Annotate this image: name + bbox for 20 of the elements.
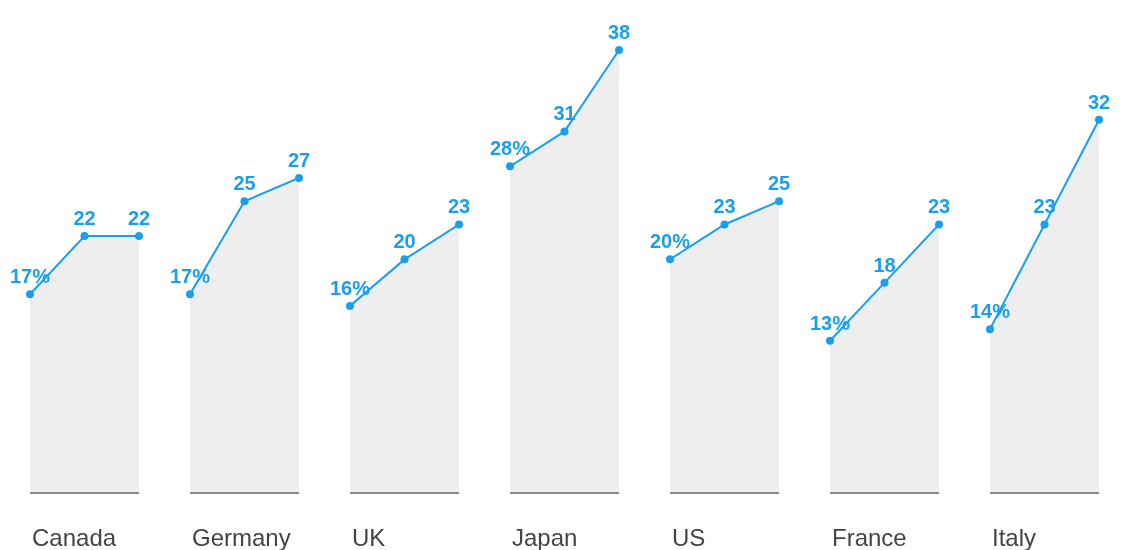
data-label: 18 (873, 253, 896, 276)
data-label: 28% (489, 137, 531, 160)
data-label: 27 (287, 148, 311, 171)
data-label: 25 (767, 172, 791, 195)
data-label: 38 (607, 21, 631, 43)
data-label: 22 (73, 207, 96, 230)
data-label: 23 (713, 195, 736, 218)
data-label: 22 (127, 207, 151, 230)
data-label: 25 (233, 172, 256, 195)
x-axis-title: UK (352, 524, 386, 550)
x-axis-title: Canada (32, 524, 117, 550)
data-label: 23 (927, 195, 951, 218)
data-label: 20% (649, 230, 691, 253)
x-axis-title: France (832, 524, 907, 550)
data-label: 20 (393, 230, 416, 253)
data-label: 16% (329, 276, 371, 299)
data-label: 32 (1087, 90, 1111, 113)
data-label: 23 (447, 195, 471, 218)
x-axis-title: US (672, 524, 706, 550)
data-label: 31 (553, 102, 576, 125)
